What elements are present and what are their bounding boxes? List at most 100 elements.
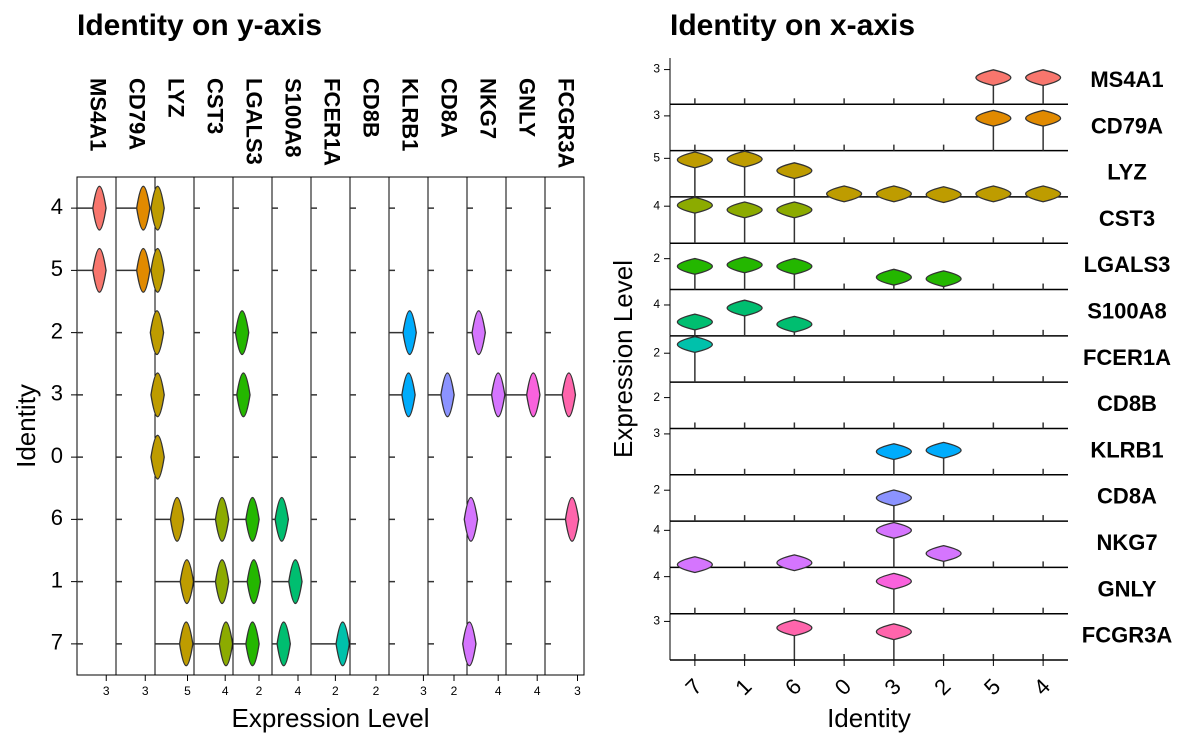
violin xyxy=(214,559,230,605)
y-tick-label: 2 xyxy=(653,251,660,265)
violin xyxy=(526,372,541,418)
violin xyxy=(136,185,151,231)
violin xyxy=(274,496,290,542)
x-tick-label: 3 xyxy=(420,684,427,698)
gene-label: FCGR3A xyxy=(554,78,579,169)
violin xyxy=(726,299,763,317)
violin xyxy=(440,372,455,418)
violin xyxy=(676,196,713,214)
violin xyxy=(149,310,165,356)
panel xyxy=(388,176,429,676)
panel xyxy=(466,176,507,676)
violin xyxy=(925,270,962,288)
gene-label: MS4A1 xyxy=(86,78,111,151)
x-tick-label: 2 xyxy=(451,684,458,698)
x-tick-label: 3 xyxy=(880,674,906,700)
violin xyxy=(875,185,912,203)
y-tick-label: 2 xyxy=(653,482,660,496)
violin xyxy=(246,559,262,605)
y-axis-label: Identity xyxy=(11,384,41,468)
gene-label: CD8B xyxy=(1097,391,1157,416)
gene-label: MS4A1 xyxy=(1090,67,1163,92)
x-tick-label: 1 xyxy=(730,674,756,700)
x-tick-label: 4 xyxy=(534,684,541,698)
violin xyxy=(561,372,577,418)
x-tick-label: 2 xyxy=(332,684,339,698)
x-tick-label: 5 xyxy=(184,684,191,698)
violin xyxy=(776,619,813,637)
x-tick-label: 2 xyxy=(256,684,263,698)
gene-label: FCER1A xyxy=(1083,345,1171,370)
y-tick-label: 2 xyxy=(653,390,660,404)
violin xyxy=(234,310,250,356)
violin xyxy=(776,554,813,572)
violin xyxy=(218,621,234,667)
gene-label: CD8A xyxy=(437,78,462,138)
violin xyxy=(726,256,763,274)
gene-label: S100A8 xyxy=(281,78,306,158)
violin xyxy=(92,185,107,231)
gene-label: KLRB1 xyxy=(1090,437,1163,462)
y-tick-label: 4 xyxy=(653,569,660,583)
violin xyxy=(875,443,912,461)
gene-label: LYZ xyxy=(164,78,189,118)
violin xyxy=(925,186,962,204)
violin xyxy=(169,496,185,542)
x-tick-label: 0 xyxy=(830,674,856,700)
violin xyxy=(776,201,813,219)
gene-label: GNLY xyxy=(515,78,540,137)
violin xyxy=(462,621,477,667)
y-tick-label: 2 xyxy=(653,345,660,359)
gene-label: CD79A xyxy=(125,78,150,150)
violin xyxy=(776,162,813,180)
violin xyxy=(150,434,165,480)
violin xyxy=(826,185,863,203)
gene-label: S100A8 xyxy=(1087,299,1167,324)
y-tick-label: 2 xyxy=(51,318,63,343)
y-tick-label: 4 xyxy=(653,523,660,537)
x-tick-label: 2 xyxy=(373,684,380,698)
violin xyxy=(179,559,195,605)
violin xyxy=(975,185,1012,203)
x-tick-label: 4 xyxy=(295,684,302,698)
violin xyxy=(875,521,912,539)
gene-label: NKG7 xyxy=(476,78,501,139)
panel xyxy=(349,176,390,676)
x-axis-label: Expression Level xyxy=(232,703,430,733)
violin xyxy=(875,623,912,641)
gene-label: CST3 xyxy=(1099,206,1155,231)
violin xyxy=(875,268,912,286)
violin xyxy=(676,151,713,169)
y-tick-label: 3 xyxy=(51,381,63,406)
violin xyxy=(776,315,813,333)
violin xyxy=(1025,185,1062,203)
violin xyxy=(975,69,1012,87)
violin xyxy=(335,621,350,667)
y-tick-label: 0 xyxy=(51,443,63,468)
panel xyxy=(544,176,585,676)
violin xyxy=(92,247,107,293)
y-axis-label: Expression Level xyxy=(608,260,638,458)
y-tick-label: 6 xyxy=(51,505,63,530)
x-tick-label: 7 xyxy=(681,674,707,700)
gene-label: CD79A xyxy=(1091,113,1163,138)
gene-label: FCER1A xyxy=(320,78,345,166)
panel xyxy=(310,176,351,676)
gene-label: LYZ xyxy=(1107,160,1147,185)
x-tick-label: 4 xyxy=(222,684,229,698)
violin xyxy=(150,185,165,231)
violin xyxy=(875,572,912,590)
violin xyxy=(490,372,506,418)
violin xyxy=(875,489,912,507)
violin xyxy=(236,372,251,418)
violin xyxy=(178,621,194,667)
x-tick-label: 4 xyxy=(495,684,502,698)
y-tick-label: 4 xyxy=(653,198,660,212)
violin xyxy=(1025,69,1062,87)
x-tick-label: 3 xyxy=(103,684,110,698)
panel xyxy=(115,176,156,676)
violin xyxy=(925,544,962,563)
violin xyxy=(975,109,1012,127)
y-tick-label: 5 xyxy=(51,256,63,281)
